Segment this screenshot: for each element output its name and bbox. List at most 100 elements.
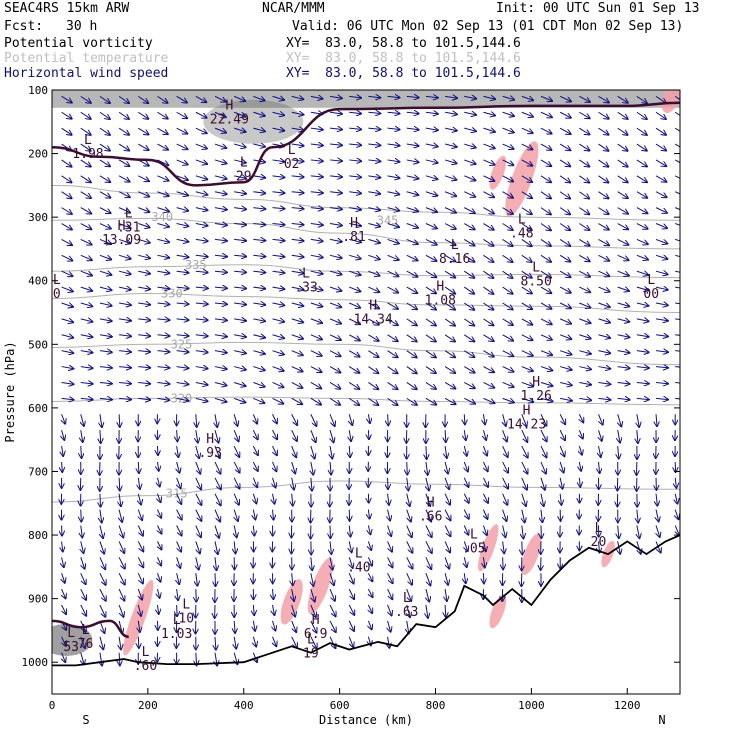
extremum-value-28: 76	[78, 637, 94, 652]
extremum-type-20: L	[355, 546, 363, 561]
wind-vector-378	[253, 381, 264, 386]
wind-vector-160	[138, 351, 150, 352]
wind-vector-576	[368, 176, 380, 178]
wind-vector-240	[177, 477, 181, 488]
wind-vector-278	[195, 509, 202, 521]
wind-vector-656	[406, 334, 417, 342]
wind-vector-433	[291, 128, 304, 130]
wind-vector-521	[329, 414, 335, 426]
wind-vector-1009	[618, 445, 619, 459]
wind-vector-447	[291, 350, 303, 356]
wind-vector-178	[138, 636, 139, 648]
wind-vector-71	[81, 652, 84, 665]
wind-vector-18	[61, 382, 74, 384]
wind-vector-133	[119, 493, 121, 506]
wind-vector-899	[559, 95, 571, 101]
wind-vector-610	[387, 160, 400, 162]
wind-vector-343	[233, 397, 245, 402]
wind-vector-617	[387, 270, 399, 276]
wind-vector-1004	[617, 367, 630, 369]
wind-vector-385	[253, 493, 256, 504]
wind-vector-800	[483, 541, 485, 551]
wind-vector-990	[617, 143, 628, 151]
wind-vector-386	[253, 509, 255, 520]
wind-vector-0	[61, 95, 72, 102]
wind-vector-716	[444, 223, 456, 229]
wind-vector-509	[329, 224, 342, 226]
wind-vector-1085	[675, 270, 680, 273]
wind-vector-563	[349, 525, 350, 537]
pv-tropopause-line	[52, 101, 680, 187]
extremum-type-19: L	[470, 527, 478, 542]
wind-vector-737	[444, 557, 449, 568]
wind-vector-112	[118, 159, 129, 166]
wind-vector-938	[579, 238, 589, 245]
wind-vector-920	[559, 429, 565, 440]
wind-vector-313	[214, 493, 221, 506]
wind-vector-916	[560, 367, 572, 370]
wind-vector-111	[118, 143, 129, 150]
wind-vector-496	[311, 573, 314, 586]
wind-vector-740	[445, 604, 446, 617]
wind-vector-224	[176, 224, 189, 227]
wind-vector-819	[502, 334, 513, 341]
wind-vector-500	[310, 636, 317, 649]
wind-vector-261	[195, 239, 208, 241]
wind-vector-427	[273, 589, 274, 599]
wind-vector-599	[368, 541, 371, 550]
wind-vector-702	[425, 525, 432, 538]
wind-vector-691	[425, 350, 436, 358]
wind-vector-372	[253, 287, 265, 289]
wind-vector-188	[157, 224, 169, 227]
wind-vector-294	[214, 192, 227, 194]
wind-vector-134	[119, 509, 122, 522]
wind-vector-807	[502, 143, 514, 149]
wind-vector-980	[599, 445, 601, 457]
wind-vector-392	[253, 604, 254, 615]
wind-vector-371	[253, 271, 265, 272]
wind-vector-338	[234, 319, 246, 321]
wind-vector-488	[311, 445, 315, 458]
wind-vector-981	[599, 461, 600, 473]
y-axis-label: Pressure (hPa)	[3, 341, 17, 442]
wind-vector-859	[521, 461, 528, 474]
wind-vector-1025	[636, 238, 648, 244]
wind-vector-572	[368, 112, 380, 113]
wind-vector-546	[349, 255, 360, 258]
extremum-value-27: .60	[134, 659, 157, 674]
wind-vector-829	[502, 493, 508, 505]
wind-vector-229	[176, 303, 189, 304]
wind-vector-1064	[655, 398, 668, 399]
wind-vector-216	[176, 95, 187, 102]
wind-vector-651	[406, 254, 418, 260]
wind-vector-853	[521, 366, 533, 372]
wind-vector-763	[464, 445, 467, 456]
wind-vector-674	[407, 620, 409, 634]
wind-vector-902	[559, 143, 570, 150]
wind-vector-1081	[675, 207, 680, 211]
wind-vector-306	[214, 382, 227, 385]
wind-vector-1048	[655, 143, 666, 150]
wind-vector-439	[291, 224, 304, 225]
wind-vector-640	[388, 636, 390, 648]
wind-vector-838	[521, 127, 533, 133]
extremum-value-24: 10	[178, 611, 194, 626]
wind-vector-486	[310, 414, 317, 426]
wind-vector-675	[425, 96, 438, 97]
wind-vector-904	[559, 175, 570, 183]
wind-vector-775	[483, 143, 494, 148]
wind-vector-1008	[618, 430, 620, 442]
extremum-value-18: .66	[419, 510, 442, 525]
wind-vector-825	[502, 429, 507, 441]
wind-vector-796	[483, 477, 488, 487]
wind-vector-506	[329, 176, 342, 177]
wind-vector-534	[329, 620, 336, 632]
wind-vector-905	[559, 191, 570, 199]
wind-vector-726	[444, 382, 455, 388]
wind-vector-933	[579, 159, 589, 167]
wind-vector-529	[330, 541, 331, 554]
wind-vector-89	[99, 367, 112, 368]
wind-vector-939	[579, 254, 589, 261]
wind-vector-452	[291, 429, 297, 441]
